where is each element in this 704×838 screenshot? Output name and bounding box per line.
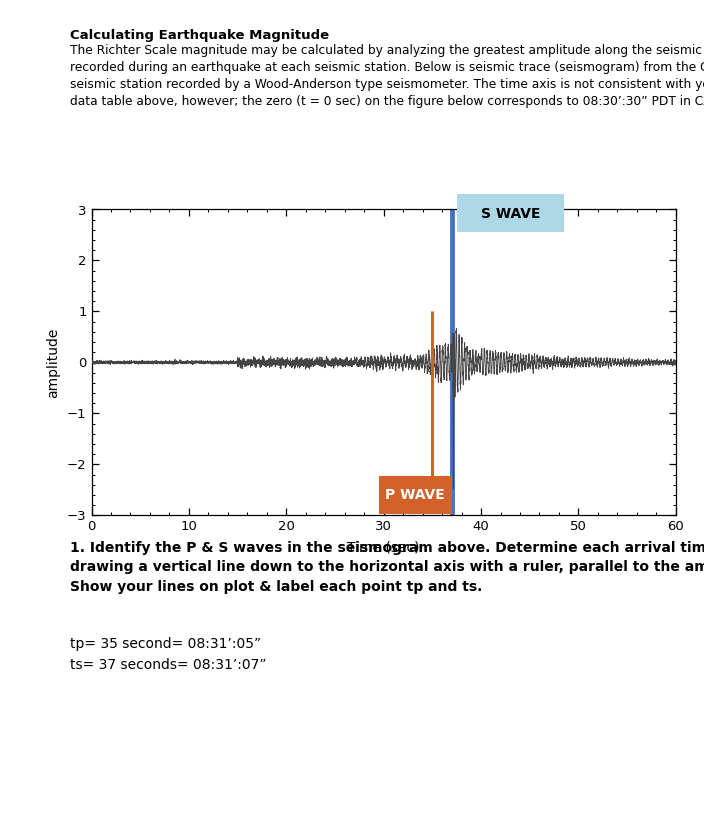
Text: The Richter Scale magnitude may be calculated by analyzing the greatest amplitud: The Richter Scale magnitude may be calcu… xyxy=(70,44,704,107)
Y-axis label: amplitude: amplitude xyxy=(46,328,60,397)
X-axis label: Time (sec): Time (sec) xyxy=(348,541,420,554)
Text: S WAVE: S WAVE xyxy=(481,207,540,220)
Text: tp= 35 second= 08:31’:05”: tp= 35 second= 08:31’:05” xyxy=(70,637,261,651)
Text: Calculating Earthquake Magnitude: Calculating Earthquake Magnitude xyxy=(70,29,329,43)
Text: ts= 37 seconds= 08:31’:07”: ts= 37 seconds= 08:31’:07” xyxy=(70,658,267,672)
FancyBboxPatch shape xyxy=(457,194,564,232)
Text: P WAVE: P WAVE xyxy=(386,488,445,502)
FancyBboxPatch shape xyxy=(379,476,452,514)
Text: 1. Identify the P & S waves in the seismogram above. Determine each arrival time: 1. Identify the P & S waves in the seism… xyxy=(70,541,704,593)
